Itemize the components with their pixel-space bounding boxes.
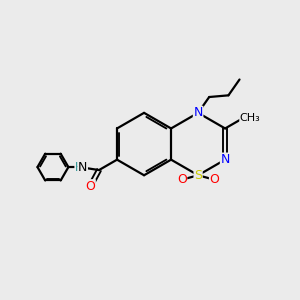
Text: N: N [78, 160, 87, 174]
Text: H: H [75, 160, 84, 174]
Text: CH₃: CH₃ [240, 113, 261, 123]
Text: O: O [85, 180, 95, 193]
Text: S: S [194, 169, 202, 182]
Text: O: O [209, 173, 219, 186]
Text: O: O [177, 173, 187, 186]
Text: N: N [194, 106, 203, 119]
Text: N: N [220, 153, 230, 166]
